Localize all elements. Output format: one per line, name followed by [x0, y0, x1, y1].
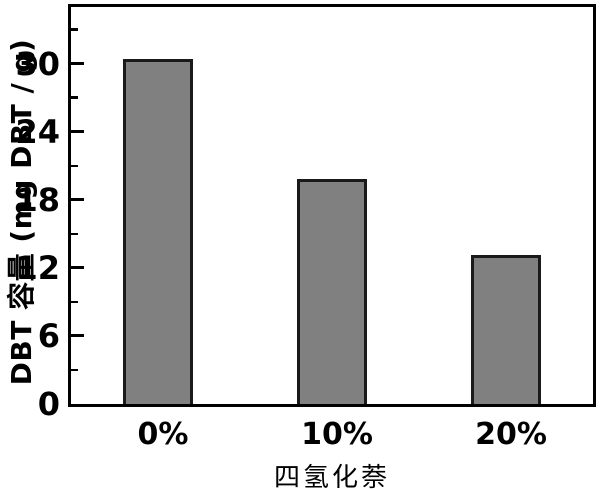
y-major-tick: [71, 62, 84, 66]
x-axis-title: 四氢化萘: [273, 463, 390, 489]
y-tick-label: 6: [37, 316, 60, 355]
plot-area: [68, 4, 596, 407]
y-tick-label: 24: [15, 112, 60, 151]
y-tick-label: 12: [15, 248, 60, 287]
bar-0%: [123, 59, 193, 404]
bar-20%: [471, 255, 541, 404]
y-minor-tick: [71, 164, 78, 168]
y-major-tick: [71, 130, 84, 134]
y-tick-label: 0: [37, 385, 60, 423]
y-tick-label: 18: [15, 180, 60, 219]
y-minor-tick: [71, 368, 78, 372]
y-major-tick: [71, 334, 84, 338]
y-minor-tick: [71, 232, 78, 236]
x-tick-label: 0%: [137, 417, 189, 452]
y-tick-label: 30: [15, 44, 60, 83]
bar-10%: [297, 179, 367, 404]
y-major-tick: [71, 266, 84, 270]
x-tick-label: 20%: [475, 417, 547, 452]
x-tick-label: 10%: [301, 417, 373, 452]
y-minor-tick: [71, 300, 78, 304]
y-major-tick: [71, 198, 84, 202]
y-minor-tick: [71, 28, 78, 31]
y-minor-tick: [71, 96, 78, 99]
